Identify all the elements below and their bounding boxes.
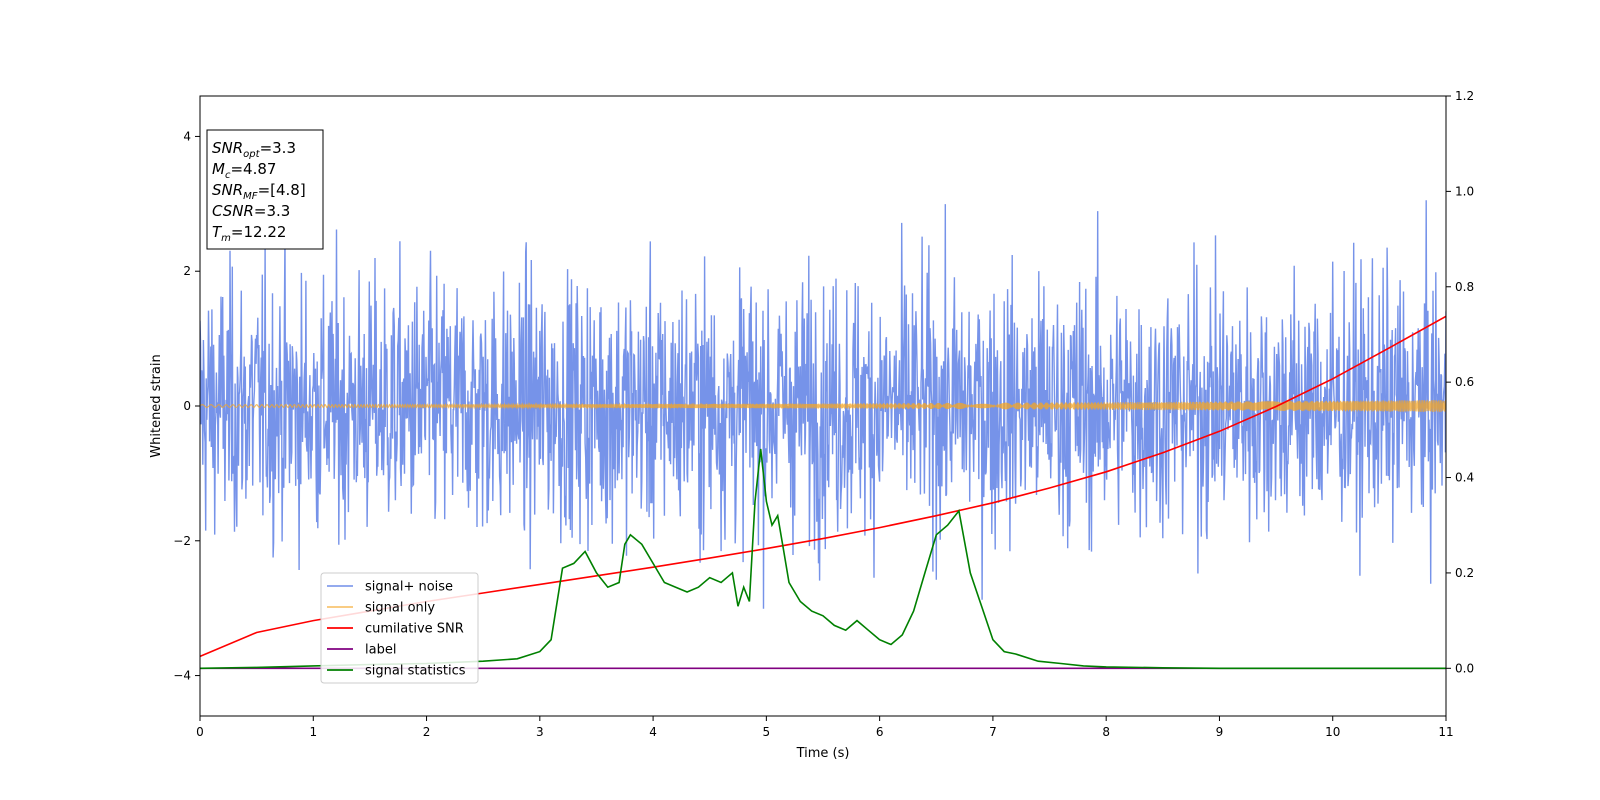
x-tick-label: 2 [423,725,431,739]
y-axis-left: −4 −2 0 2 4 [173,129,200,683]
info-box-line: CSNR=3.3 [212,202,290,220]
y-left-tick-label: 4 [183,129,191,143]
y-right-tick-label: 0.6 [1455,375,1474,389]
info-box-line: SNRopt=3.3 [212,139,296,160]
x-tick-label: 3 [536,725,544,739]
y-left-tick-label: −2 [173,534,191,548]
y-left-tick-label: 2 [183,264,191,278]
y-left-tick-label: 0 [183,399,191,413]
y-right-tick-label: 0.2 [1455,566,1474,580]
legend-entry-label: signal+ noise [365,580,453,595]
series-line-signal-noise [200,200,1446,609]
x-tick-label: 8 [1102,725,1110,739]
y-left-tick-label: −4 [173,669,191,683]
y-right-tick-label: 1.2 [1455,89,1474,103]
y-right-tick-label: 1.0 [1455,184,1474,198]
legend-frame [320,572,479,684]
y-right-tick-label: 0.8 [1455,280,1474,294]
x-tick-label: 7 [989,725,997,739]
legend: signal+ noise signal only cumilative SNR la… [320,572,479,684]
legend-entry-label: label [365,643,396,658]
x-axis-label: Time (s) [796,746,850,761]
y-axis-right: 0.0 0.2 0.4 0.6 0.8 1.0 1.2 [1446,89,1474,675]
x-tick-label: 11 [1438,725,1453,739]
legend-entry-label: cumilative SNR [365,622,464,637]
x-axis: 0 1 2 3 4 5 6 7 8 9 10 11 [196,716,1454,739]
x-tick-label: 6 [876,725,884,739]
y-axis-label: Whitened strain [149,354,164,457]
series-line-signal-only [200,399,1446,413]
info-box-line: Mc=4.87 [212,160,276,181]
info-box-frame [206,129,324,250]
info-box-line: SNRMF=[4.8] [212,181,306,202]
info-box-line: Tm=12.22 [212,223,286,244]
series-line-signal-statistics [200,448,1446,670]
legend-entry-label: signal statistics [365,664,466,679]
x-tick-label: 5 [763,725,771,739]
x-tick-label: 10 [1325,725,1340,739]
x-tick-label: 0 [196,725,204,739]
legend-entry-label: signal only [365,601,435,616]
y-right-tick-label: 0.0 [1455,661,1474,675]
x-tick-label: 1 [309,725,317,739]
x-tick-label: 4 [649,725,657,739]
x-tick-label: 9 [1216,725,1224,739]
y-right-tick-label: 0.4 [1455,471,1474,485]
